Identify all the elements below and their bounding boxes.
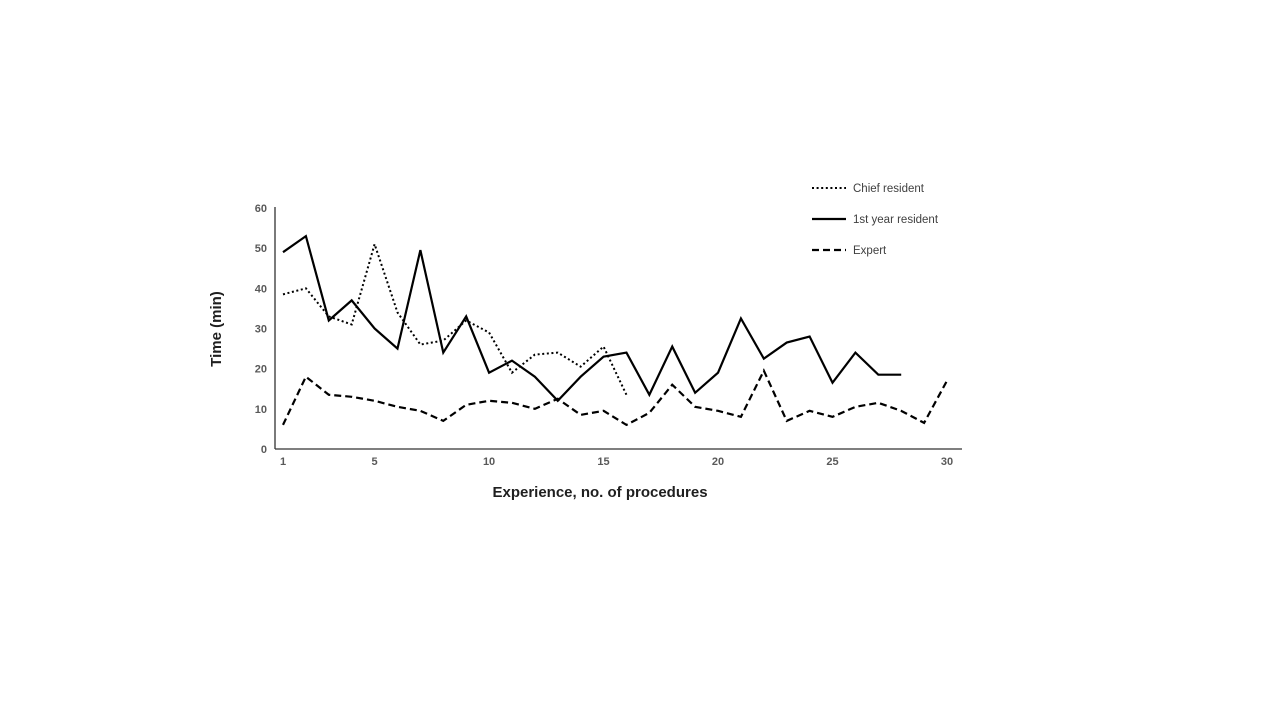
- y-tick-label: 30: [255, 324, 267, 336]
- x-tick-label: 15: [597, 456, 609, 468]
- x-tick-label: 1: [280, 456, 286, 468]
- x-tick-label: 10: [483, 456, 495, 468]
- y-axis-title: Time (min): [208, 291, 225, 367]
- y-tick-label: 50: [255, 243, 267, 255]
- x-tick-label: 25: [826, 456, 838, 468]
- legend-item-chief-resident: Chief resident: [812, 183, 925, 195]
- legend-label: Chief resident: [853, 183, 925, 195]
- axes: [274, 207, 962, 450]
- series-line-1st-year-resident: [282, 234, 902, 403]
- y-tick-label: 40: [255, 283, 267, 295]
- y-tick-label: 20: [255, 364, 267, 376]
- legend: Chief resident 1st year resident Expert: [812, 183, 939, 257]
- legend-item-expert: Expert: [812, 245, 887, 257]
- y-tick-label: 60: [255, 203, 267, 215]
- x-tick-label: 20: [712, 456, 724, 468]
- x-tick-label: 30: [941, 456, 953, 468]
- y-tick-label: 10: [255, 404, 267, 416]
- series-line-chief-resident: [282, 240, 628, 396]
- legend-label: 1st year resident: [853, 214, 939, 226]
- x-tick-label: 5: [372, 456, 378, 468]
- legend-label: Expert: [853, 245, 887, 257]
- series-line-expert: [282, 368, 948, 427]
- y-tick-label: 0: [261, 444, 267, 456]
- legend-item-1st-year-resident: 1st year resident: [812, 214, 939, 226]
- x-axis-title: Experience, no. of procedures: [492, 484, 707, 501]
- series-lines: [282, 234, 948, 427]
